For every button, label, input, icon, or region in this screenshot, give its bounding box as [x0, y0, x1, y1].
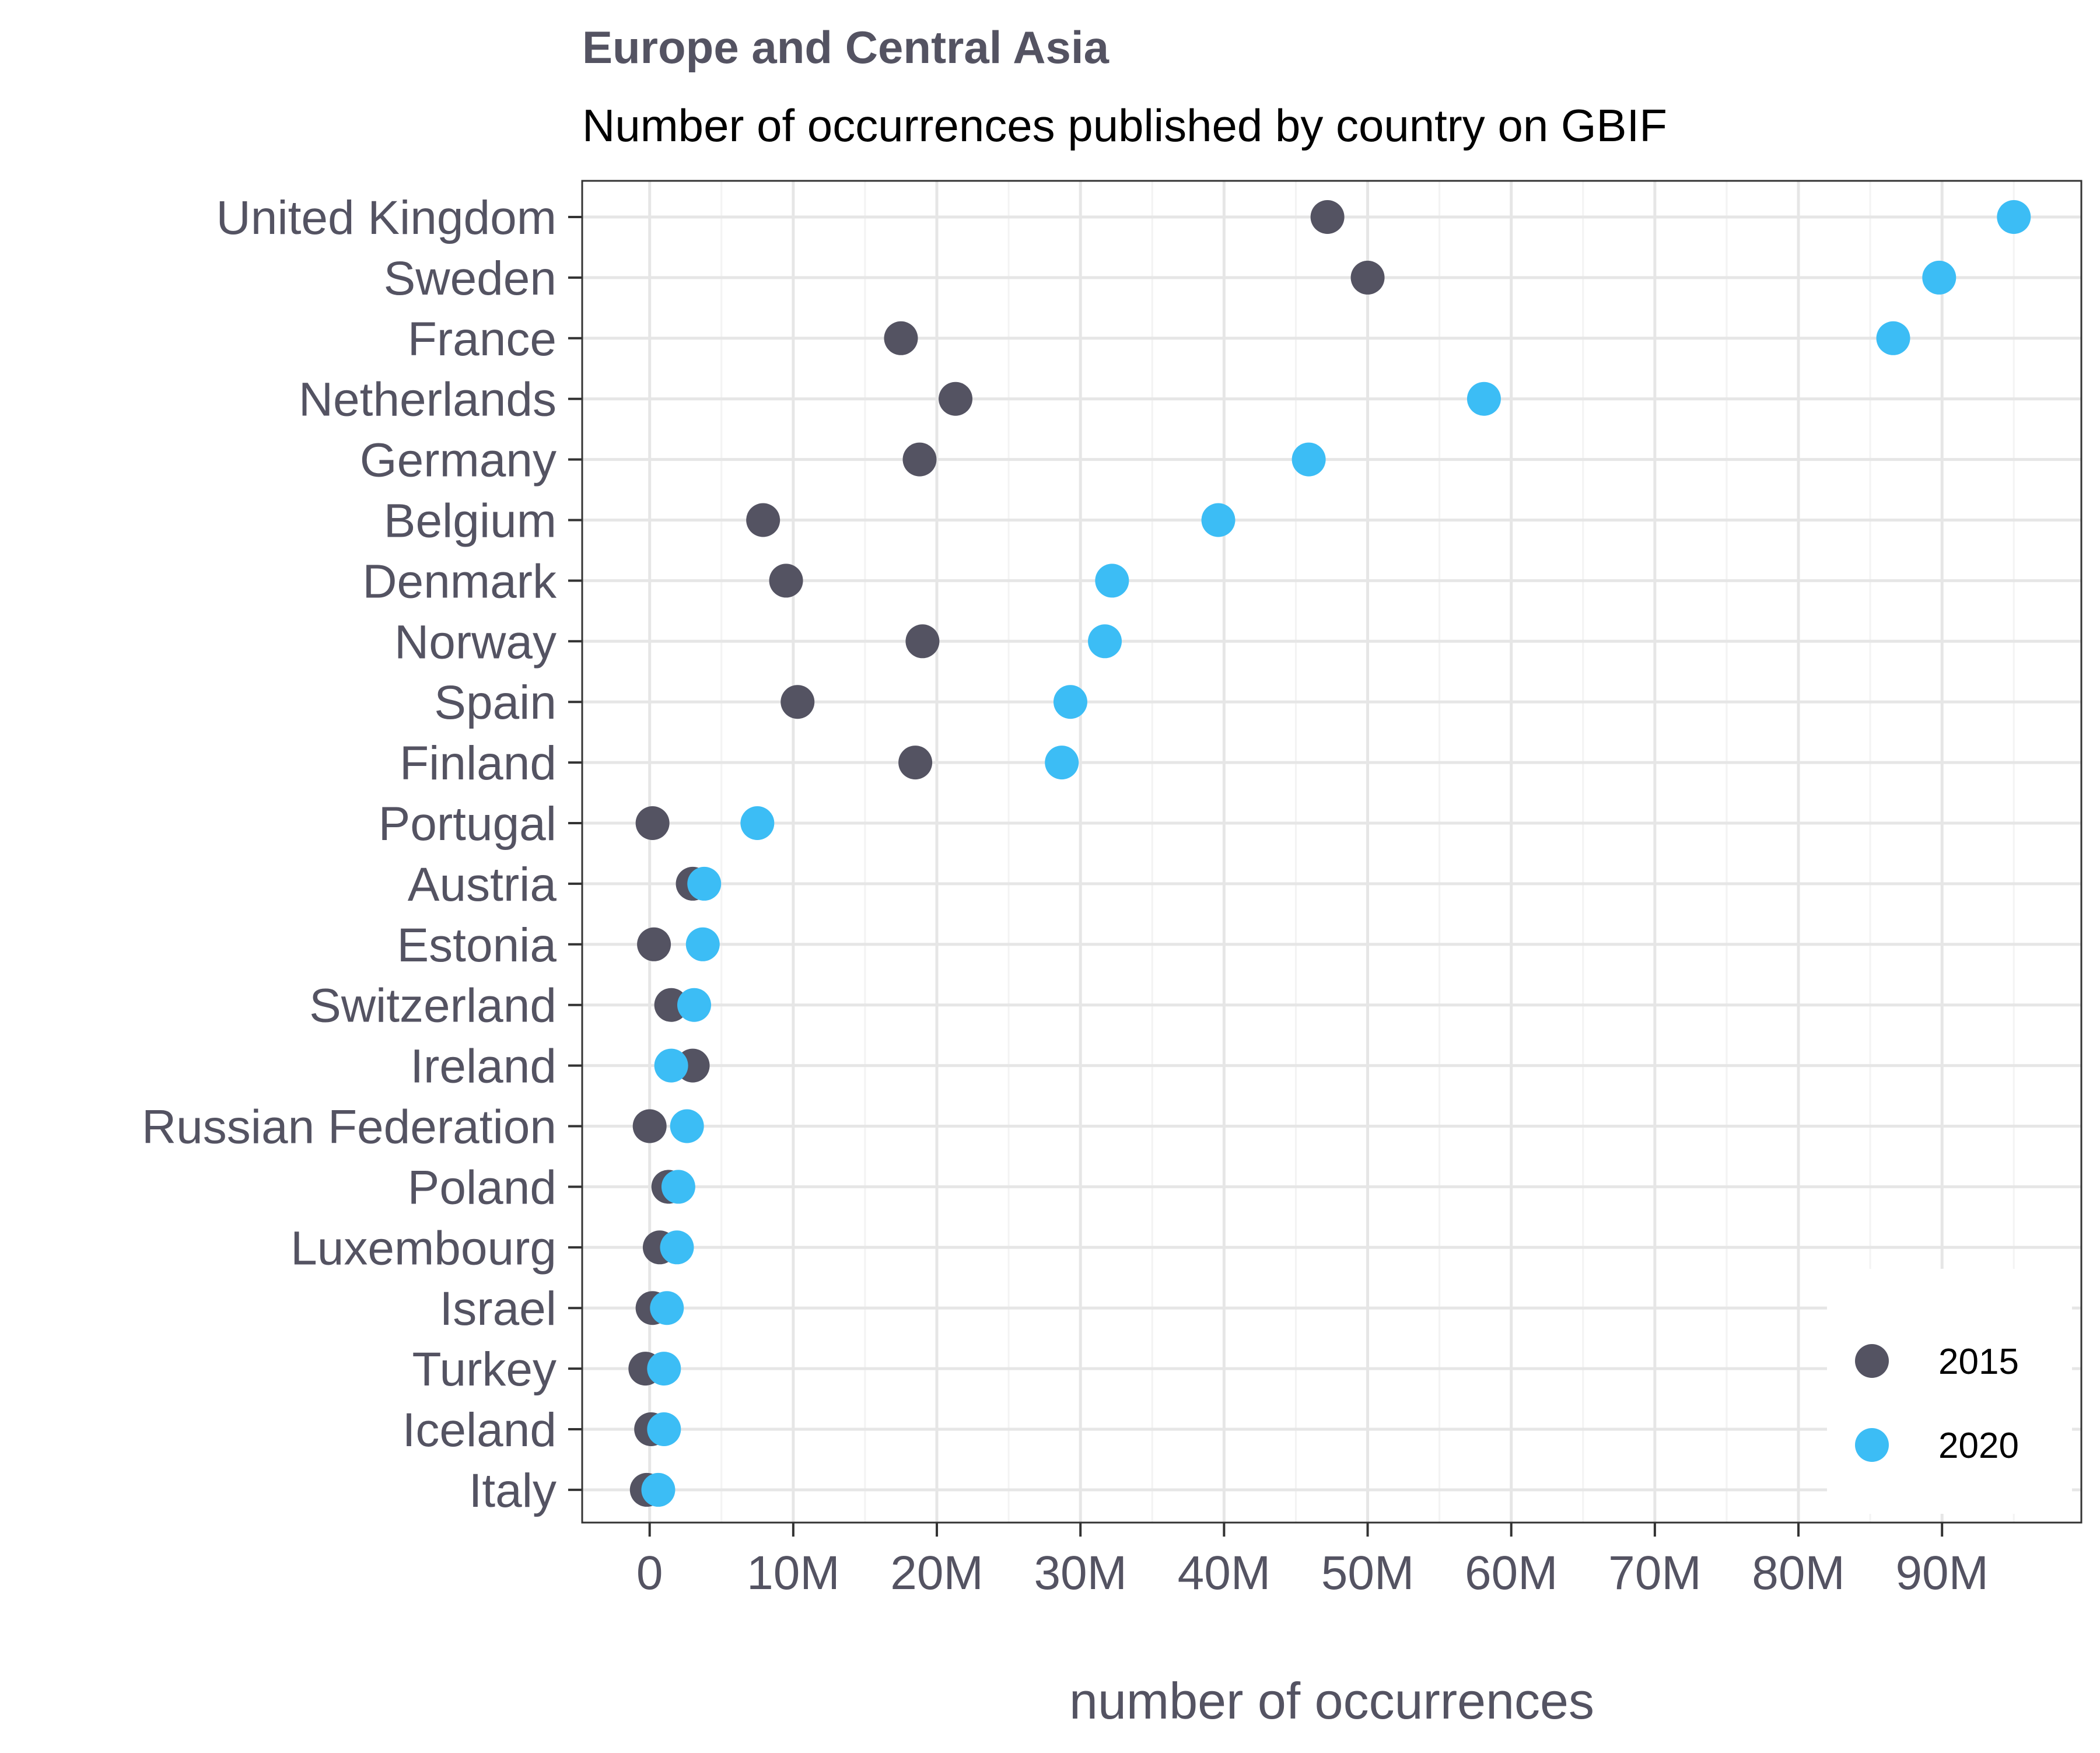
point-2015: [635, 806, 670, 840]
point-2020: [641, 1472, 676, 1507]
point-2015: [884, 321, 918, 355]
x-tick-label: 70M: [1608, 1546, 1702, 1600]
point-2015: [780, 685, 815, 719]
point-2020: [1201, 503, 1236, 537]
point-2020: [1045, 746, 1079, 780]
y-tick-label: Ireland: [410, 1040, 556, 1093]
x-axis-title: number of occurrences: [1069, 1672, 1594, 1730]
y-tick-label: Norway: [394, 615, 556, 669]
point-2015: [1350, 260, 1385, 295]
y-tick-label: Finland: [400, 737, 556, 790]
y-tick-label: France: [408, 313, 556, 366]
point-2020: [677, 988, 712, 1022]
point-2015: [905, 624, 940, 659]
point-2020: [685, 927, 720, 961]
y-tick-label: Netherlands: [299, 373, 556, 426]
legend-label-2020: 2020: [1938, 1426, 2019, 1466]
y-tick-label: Spain: [434, 676, 556, 729]
chart-subtitle: Number of occurrences published by count…: [582, 100, 1667, 151]
x-tick-label: 80M: [1752, 1546, 1845, 1600]
point-2015: [902, 442, 937, 477]
x-tick-label: 90M: [1895, 1546, 1989, 1600]
y-tick-label: United Kingdom: [216, 191, 556, 244]
y-tick-label: Sweden: [384, 252, 556, 305]
y-tick-label: Germany: [360, 434, 556, 487]
point-2015: [898, 746, 933, 780]
legend-key-2015: [1855, 1344, 1889, 1378]
point-2015: [637, 927, 671, 961]
x-tick-label: 10M: [747, 1546, 840, 1600]
y-tick-label: Portugal: [379, 797, 556, 851]
y-tick-label: Italy: [469, 1464, 556, 1517]
y-tick-label: Austria: [408, 858, 557, 911]
point-2020: [647, 1352, 681, 1386]
point-2020: [670, 1109, 704, 1143]
point-2020: [1997, 200, 2031, 234]
y-tick-label: Luxembourg: [290, 1222, 556, 1275]
point-2020: [1922, 260, 1957, 295]
x-tick-label: 40M: [1178, 1546, 1271, 1600]
legend: 2015 2020: [1827, 1269, 2072, 1514]
point-2020: [1053, 685, 1087, 719]
y-tick-label: Denmark: [362, 555, 557, 608]
x-tick-label: 20M: [890, 1546, 984, 1600]
x-tick-label: 50M: [1321, 1546, 1415, 1600]
y-tick-label: Poland: [408, 1161, 556, 1214]
point-2020: [740, 806, 775, 840]
x-tick-label: 0: [636, 1546, 663, 1600]
point-2020: [1466, 382, 1501, 416]
y-tick-label: Israel: [439, 1282, 556, 1335]
legend-key-2020: [1855, 1428, 1889, 1462]
axes: United Kingdom Sweden France Netherlands Ger…: [142, 191, 1989, 1600]
point-2020: [687, 866, 722, 901]
chart-title: Europe and Central Asia: [582, 22, 1110, 73]
point-2015: [1310, 200, 1345, 234]
legend-background: [1827, 1269, 2072, 1514]
point-2020: [654, 1048, 688, 1083]
legend-label-2015: 2015: [1938, 1342, 2019, 1382]
point-2020: [661, 1170, 695, 1204]
point-2020: [1088, 624, 1122, 659]
point-2015: [632, 1109, 667, 1143]
x-tick-label: 30M: [1034, 1546, 1127, 1600]
point-2015: [939, 382, 973, 416]
y-tick-label: Russian Federation: [142, 1101, 556, 1154]
y-tick-label: Belgium: [384, 495, 556, 548]
point-2015: [746, 503, 780, 537]
y-tick-label: Iceland: [402, 1404, 556, 1457]
point-2020: [1292, 442, 1326, 477]
point-2020: [647, 1412, 681, 1446]
y-tick-label: Switzerland: [309, 979, 556, 1033]
point-2020: [660, 1230, 694, 1265]
x-tick-label: 60M: [1465, 1546, 1558, 1600]
plot-panel-border: [581, 180, 2082, 1524]
point-2020: [650, 1291, 684, 1325]
point-2020: [1876, 321, 1910, 355]
y-tick-label: Turkey: [412, 1343, 556, 1396]
point-2015: [769, 564, 803, 598]
data-points: [628, 200, 2031, 1507]
y-tick-label: Estonia: [397, 919, 556, 972]
point-2020: [1095, 564, 1129, 598]
